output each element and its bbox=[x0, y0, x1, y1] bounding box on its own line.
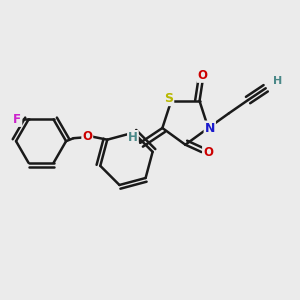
Text: F: F bbox=[14, 113, 21, 126]
Text: O: O bbox=[197, 69, 208, 82]
Text: H: H bbox=[273, 76, 282, 86]
Text: H: H bbox=[128, 131, 138, 144]
Text: S: S bbox=[164, 92, 173, 105]
Text: O: O bbox=[203, 146, 213, 159]
Text: O: O bbox=[82, 130, 92, 142]
Text: N: N bbox=[205, 122, 215, 134]
